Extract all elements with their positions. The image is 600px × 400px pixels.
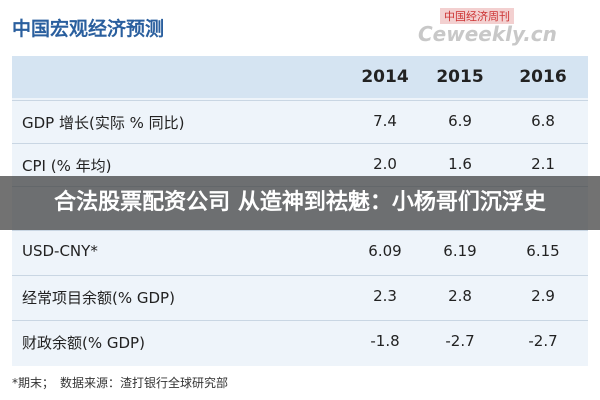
cell-value: 6.9 — [448, 112, 472, 130]
cell-value: -1.8 — [370, 332, 400, 350]
row-label: USD-CNY* — [22, 242, 98, 260]
footer: *期末； 数据来源：渣打银行全球研究部 — [12, 376, 229, 390]
row-line — [12, 143, 588, 144]
cell-value: 6.8 — [531, 112, 555, 130]
cell-value: 6.19 — [443, 242, 477, 260]
cell-value: 2.3 — [373, 287, 397, 305]
row-label: 财政余额(% GDP) — [22, 334, 145, 352]
watermark: Ceweekly.cn — [418, 22, 557, 46]
row-line — [12, 230, 588, 231]
column-header: 2016 — [519, 67, 567, 87]
row-label: GDP 增长(实际 % 同比) — [22, 114, 185, 132]
row-line — [12, 320, 588, 321]
cell-value: 2.9 — [531, 287, 555, 305]
row-line — [12, 275, 588, 276]
row-label: CPI (% 年均) — [22, 157, 112, 175]
column-header: 2014 — [361, 67, 409, 87]
watermark-badge: 中国经济周刊 — [440, 8, 514, 24]
cell-value: -2.7 — [445, 332, 475, 350]
cell-value: 1.6 — [448, 155, 472, 173]
cell-value: 2.0 — [373, 155, 397, 173]
banner: 合法股票配资公司 从造神到祛魅：小杨哥们沉浮史 — [0, 176, 600, 230]
table-header — [12, 56, 588, 98]
title: 中国宏观经济预测 — [12, 18, 165, 40]
cell-value: -2.7 — [528, 332, 558, 350]
cell-value: 2.1 — [531, 155, 555, 173]
cell-value: 6.09 — [368, 242, 402, 260]
cell-value: 7.4 — [373, 112, 397, 130]
cell-value: 6.15 — [526, 242, 560, 260]
cell-value: 2.8 — [448, 287, 472, 305]
row-line — [12, 100, 588, 101]
column-header: 2015 — [436, 67, 484, 87]
row-label: 经常项目余额(% GDP) — [22, 289, 175, 307]
